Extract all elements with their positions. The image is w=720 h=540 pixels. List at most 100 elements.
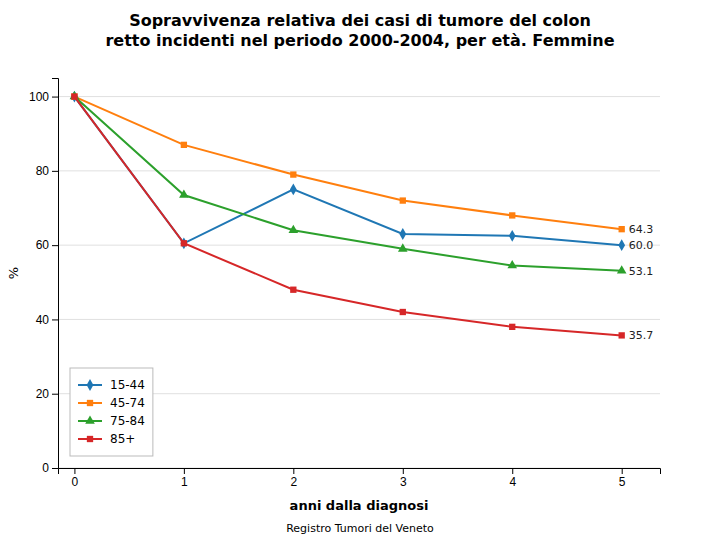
tick-label: 2	[290, 475, 297, 489]
tick-mark	[74, 468, 75, 474]
tick-label: 100	[29, 90, 49, 104]
y-axis-title: %	[6, 267, 21, 279]
tick-mark	[403, 468, 404, 474]
title-line: retto incidenti nel periodo 2000-2004, p…	[105, 31, 614, 50]
tick-label: 1	[181, 475, 188, 489]
series-markers	[71, 91, 625, 251]
tick-mark	[52, 319, 58, 320]
legend-frame	[70, 368, 153, 456]
tick-mark	[52, 171, 58, 172]
grid-line	[58, 170, 660, 171]
legend-marker	[87, 436, 93, 442]
point	[179, 189, 189, 197]
legend-entry: 45-74	[78, 396, 145, 410]
tick-mark	[622, 468, 623, 474]
tick: 100	[29, 90, 58, 104]
legend-marker	[87, 379, 94, 391]
tick: 4	[509, 468, 516, 489]
point	[507, 260, 517, 268]
tick-mark	[184, 468, 185, 474]
series-markers	[70, 91, 627, 274]
point	[400, 309, 406, 315]
point	[290, 287, 296, 293]
data-label: 60.0	[629, 239, 654, 252]
point	[509, 324, 515, 330]
point	[618, 239, 625, 251]
tick: 1	[181, 468, 188, 489]
tick-label: 4	[509, 475, 516, 489]
chart: 0 1 2 3 4 5 0 20 40 60 80 100 60.0 64.3 53.1 35.7 15-44 4…	[0, 0, 720, 540]
series-markers	[71, 93, 625, 338]
subtitle: Registro Tumori del Veneto	[286, 522, 434, 535]
tick: 2	[290, 468, 297, 489]
tick-label: 0	[42, 461, 49, 475]
series-line	[74, 97, 621, 336]
axis-line	[59, 469, 661, 475]
legend-marker	[87, 400, 93, 406]
point	[619, 226, 625, 232]
point	[70, 91, 80, 99]
title: Sopravvivenza relativa dei casi di tumor…	[105, 11, 614, 50]
tick: 20	[36, 387, 58, 401]
tick: 0	[42, 461, 58, 475]
y-grid	[58, 97, 660, 468]
data-label: 35.7	[629, 329, 654, 342]
grid-line	[58, 319, 660, 320]
tick: 80	[36, 164, 58, 178]
point	[71, 93, 77, 99]
point	[290, 171, 296, 177]
tick-label: 0	[72, 475, 79, 489]
point	[399, 228, 406, 240]
point	[181, 240, 187, 246]
series-line	[74, 97, 621, 230]
x-axis: 0 1 2 3 4 5	[59, 468, 661, 489]
tick-mark	[293, 468, 294, 474]
tick: 3	[400, 468, 407, 489]
legend-label: 85+	[110, 432, 135, 446]
tick-label: 40	[36, 313, 50, 327]
legend-label: 15-44	[110, 378, 145, 392]
tick-label: 5	[619, 475, 626, 489]
tick-label: 60	[36, 238, 50, 252]
data-label: 64.3	[629, 223, 654, 236]
tick-mark	[52, 468, 58, 469]
series-line	[74, 97, 621, 271]
point	[617, 265, 627, 273]
tick-label: 3	[400, 475, 407, 489]
point	[619, 332, 625, 338]
data-label: 53.1	[629, 265, 654, 278]
legend-entry: 75-84	[78, 414, 145, 428]
grid-line	[58, 245, 660, 246]
legend: 15-44 45-74 75-84 85+	[70, 368, 153, 456]
tick: 0	[72, 468, 79, 489]
point	[509, 230, 516, 242]
grid-line	[58, 96, 660, 97]
tick-label: 20	[36, 387, 50, 401]
axis-line	[52, 79, 59, 469]
legend-entry: 85+	[78, 432, 135, 446]
tick-label: 80	[36, 164, 50, 178]
tick-mark	[52, 97, 58, 98]
point	[289, 225, 299, 233]
tick-mark	[52, 245, 58, 246]
tick: 5	[619, 468, 626, 489]
y-axis: 0 20 40 60 80 100	[29, 79, 59, 476]
legend-entry: 15-44	[78, 378, 145, 392]
data-labels: 60.0 64.3 53.1 35.7	[629, 223, 654, 342]
plot: 0 1 2 3 4 5 0 20 40 60 80 100 60.0 64.3 53.1 35.7 15-44 4…	[29, 79, 661, 489]
legend-marker	[85, 415, 95, 423]
point	[290, 184, 297, 196]
legend-label: 75-84	[110, 414, 145, 428]
marks	[70, 91, 627, 339]
point	[400, 197, 406, 203]
tick: 40	[36, 313, 58, 327]
tick-mark	[52, 394, 58, 395]
tick: 60	[36, 238, 58, 252]
tick-mark	[512, 468, 513, 474]
point	[398, 243, 408, 251]
point	[509, 212, 515, 218]
legend-label: 45-74	[110, 396, 145, 410]
x-axis-title: anni dalla diagnosi	[290, 498, 429, 513]
point	[181, 142, 187, 148]
series-markers	[71, 93, 625, 232]
